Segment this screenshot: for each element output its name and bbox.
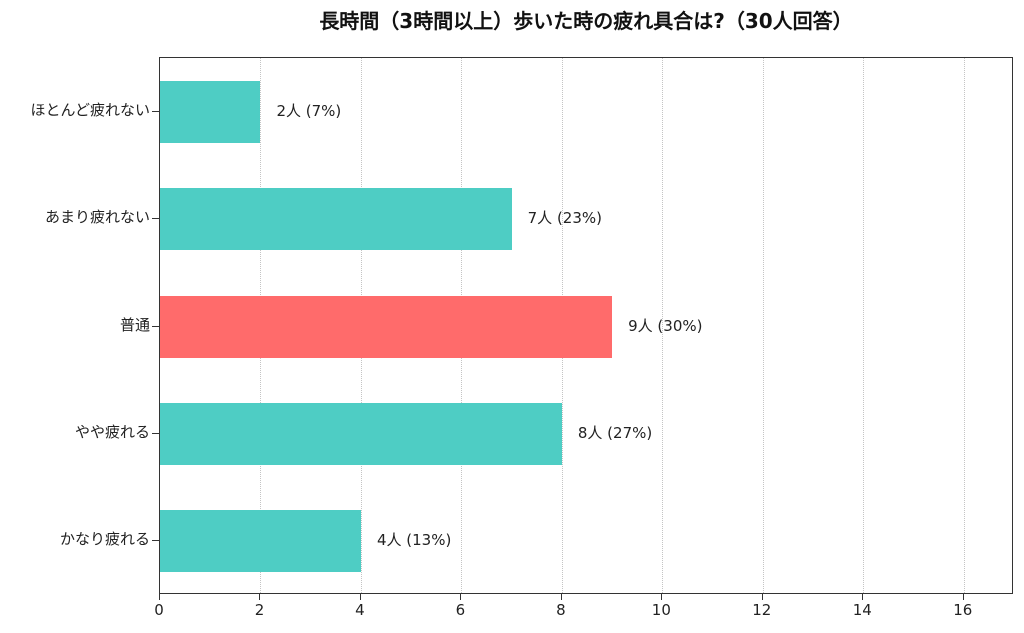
bar (160, 510, 361, 573)
x-tick (761, 594, 763, 600)
y-tick (152, 110, 159, 112)
y-tick (152, 218, 159, 220)
x-tick (661, 594, 663, 600)
gridline (963, 58, 965, 593)
y-tick-label: あまり疲れない (44, 208, 150, 227)
x-tick (460, 594, 462, 600)
y-tick (152, 540, 159, 542)
x-tick-label: 14 (852, 601, 872, 619)
y-tick (152, 325, 159, 327)
bar (160, 188, 512, 251)
bar (160, 402, 562, 465)
x-tick (159, 594, 160, 600)
gridline (662, 58, 664, 593)
plot-area: 2人 (7%) 7人 (23%) 9人 (30%) 8人 (27%) 4人 (13%) (159, 57, 1013, 594)
x-tick-label: 8 (556, 601, 566, 619)
y-tick (152, 432, 159, 434)
gridline (863, 58, 865, 593)
y-tick-label: ほとんど疲れない (30, 100, 150, 119)
x-tick (962, 594, 964, 600)
bar (160, 80, 261, 143)
bar-value-label: 8人 (27%) (577, 423, 653, 442)
y-tick-label: やや疲れる (74, 422, 150, 441)
chart-title: 長時間（3時間以上）歩いた時の疲れ具合は?（30人回答） (319, 9, 853, 33)
x-tick-label: 2 (254, 601, 265, 619)
x-tick-label: 4 (355, 601, 365, 619)
x-tick-label: 10 (651, 601, 671, 619)
bar-value-label: 9人 (30%) (628, 316, 703, 335)
gridline (762, 58, 764, 593)
x-tick-label: 12 (752, 601, 772, 619)
x-tick-label: 6 (455, 601, 466, 619)
y-tick-label: 普通 (119, 315, 150, 334)
bar (160, 295, 613, 358)
x-tick (862, 594, 864, 600)
x-tick-label: 0 (154, 601, 164, 619)
x-tick (560, 594, 562, 600)
bar-value-label: 4人 (13%) (376, 531, 452, 550)
y-tick-label: かなり疲れる (59, 530, 150, 549)
bar-value-label: 2人 (7%) (276, 101, 342, 120)
x-tick-label: 16 (953, 601, 973, 619)
x-tick (359, 594, 361, 600)
bar-value-label: 7人 (23%) (527, 209, 602, 228)
x-tick (259, 594, 261, 600)
